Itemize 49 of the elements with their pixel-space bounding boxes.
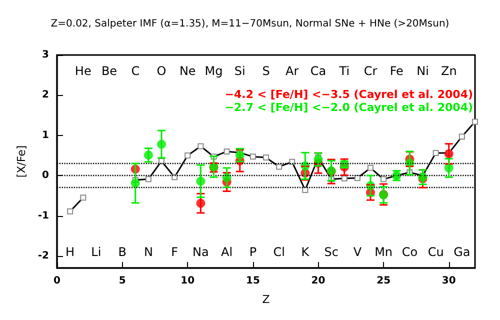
annotation: C [131, 64, 140, 78]
annotation: Ga [454, 245, 470, 259]
annotation: Cu [428, 245, 444, 259]
y-tick-label: 0 [42, 170, 50, 182]
x-tick-label: 10 [180, 276, 195, 286]
annotation: K [301, 245, 310, 259]
annotation: Ti [338, 64, 350, 78]
annotation: H [66, 245, 75, 259]
y-axis-title: [X/Fe] [15, 145, 28, 178]
annotation: Mg [204, 64, 223, 78]
annotation: Ni [416, 64, 429, 78]
text: −2.7 < [Fe/H] <−2.0 (Cayrel et al. 2004) [224, 101, 474, 114]
annotation: Fe [390, 64, 404, 78]
y-tick-label: -1 [38, 210, 50, 222]
x-axis-title: Z [262, 293, 270, 306]
annotation: F [171, 245, 178, 259]
x-tick-label: 15 [246, 276, 260, 286]
chart-title: Z=0.02, Salpeter IMF (α=1.35), M=11−70Msun, Normal SNe + HNe (>20Msun) [50, 18, 450, 30]
annotation: B [118, 245, 126, 259]
y-tick-label: 2 [42, 90, 50, 101]
x-tick-label: 25 [376, 276, 391, 286]
annotation: Al [221, 245, 233, 259]
annotation: Co [402, 245, 418, 259]
annotation: Li [91, 245, 102, 259]
annotation: O [156, 64, 166, 78]
x-tick-label: 30 [442, 276, 456, 286]
annotation: P [249, 245, 257, 259]
annotation: Be [101, 64, 118, 78]
annotation: Ca [310, 64, 326, 78]
annotation: Cr [364, 64, 378, 78]
annotation: N [144, 245, 153, 259]
y-tick-label: -2 [38, 250, 50, 262]
annotation: Sc [324, 245, 338, 259]
annotation: S [262, 64, 270, 78]
annotation: Ne [179, 64, 196, 78]
annotation: Mn [374, 245, 393, 259]
x-tick-label: 20 [311, 276, 326, 286]
y-tick-label: 1 [42, 130, 50, 141]
annotation: Zn [440, 64, 457, 78]
annotation: He [74, 64, 92, 78]
annotation: Cl [273, 245, 285, 259]
annotation: Ar [286, 64, 299, 78]
x-tick-label: 0 [54, 276, 61, 286]
annotation: Si [234, 64, 246, 78]
x-tick-label: 5 [118, 276, 126, 286]
annotation: V [353, 245, 362, 259]
y-tick-label: 3 [42, 50, 50, 60]
annotation: Na [192, 245, 209, 259]
text: −4.2 < [Fe/H] <−3.5 (Cayrel et al. 2004) [224, 88, 474, 101]
